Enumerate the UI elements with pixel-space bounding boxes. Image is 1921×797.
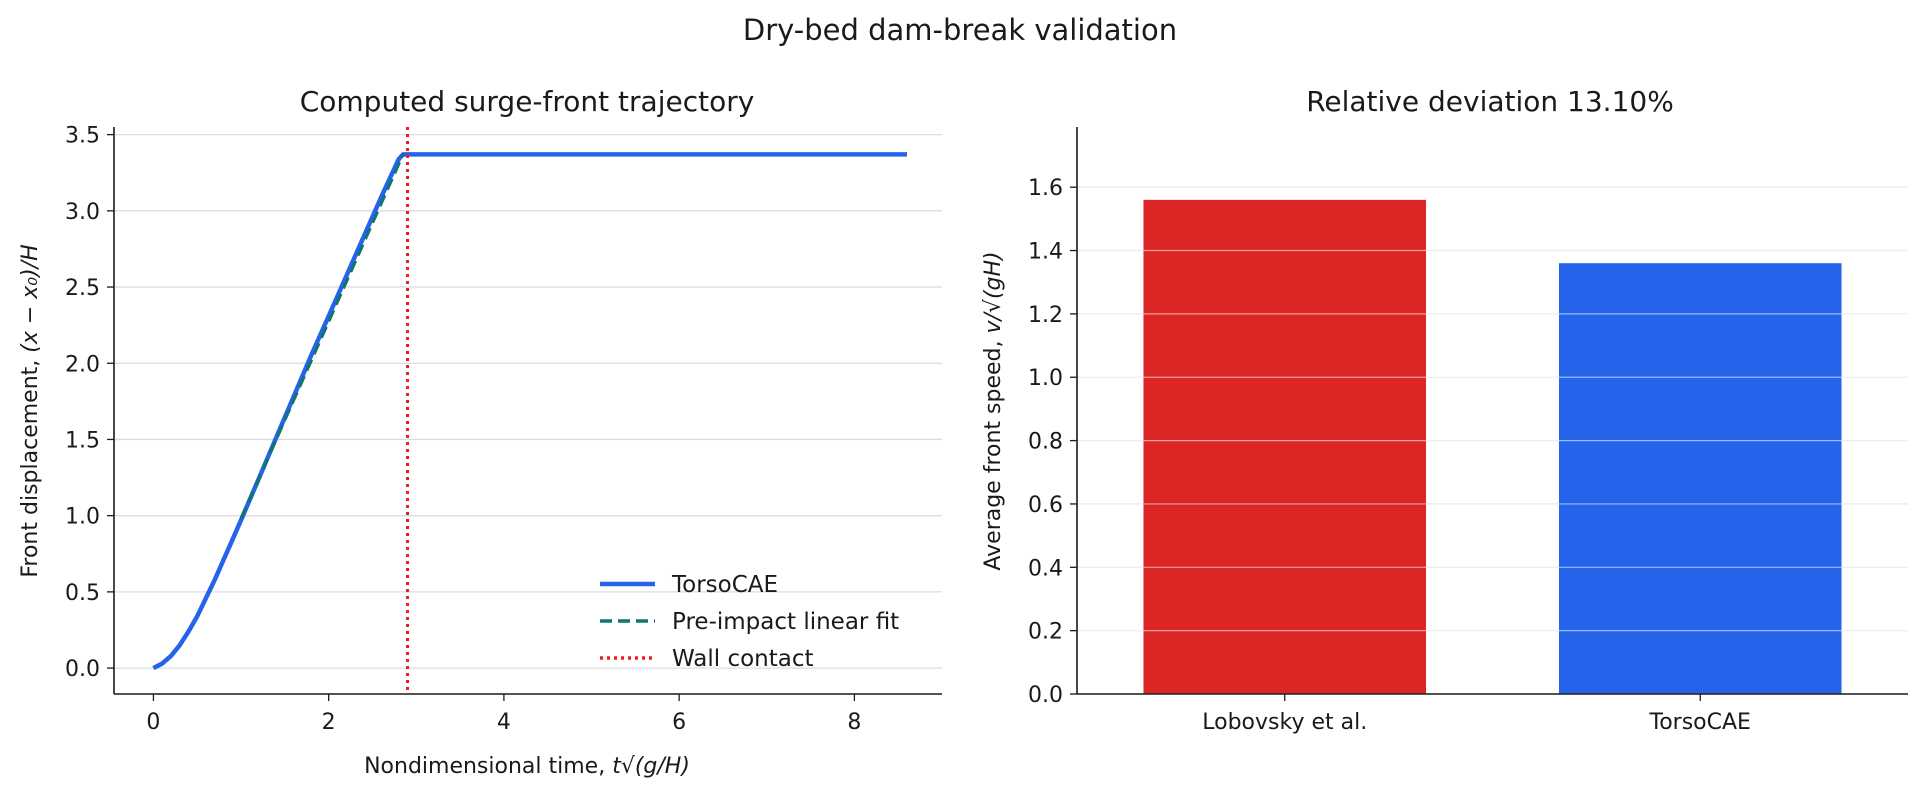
trajectory-title: Computed surge-front trajectory [300, 85, 755, 118]
speed-y-ticks: 0.0 0.2 0.4 0.6 0.8 1.0 1.2 1.4 1.6 [1028, 176, 1077, 708]
y-tick-label: 2.0 [65, 352, 100, 377]
x-tick-label: Lobovsky et al. [1202, 710, 1367, 735]
y-tick-label: 3.5 [65, 124, 100, 149]
y-tick-label: 0.5 [65, 581, 100, 606]
y-tick-label: 1.0 [1028, 366, 1063, 391]
y-tick-label: 1.5 [65, 428, 100, 453]
series-line-torsocae [152, 152, 907, 671]
trajectory-legend: TorsoCAE Pre-impact linear fit Wall cont… [600, 572, 899, 672]
x-tick-label: 0 [146, 710, 160, 735]
bar-torsocae [1558, 263, 1842, 694]
y-tick-label: 0.0 [1028, 683, 1063, 708]
series-line-linear-fit [239, 153, 405, 520]
trajectory-x-ticks: 0 2 4 6 8 [146, 694, 861, 735]
y-tick-label: 0.2 [1028, 620, 1063, 645]
trajectory-y-axis-label: Front displacement, (x − x₀)/H [18, 244, 43, 577]
speed-bars [1143, 199, 1842, 695]
trajectory-y-ticks: 0.0 0.5 1.0 1.5 2.0 2.5 3.0 3.5 [65, 124, 114, 682]
x-tick-label: 4 [497, 710, 511, 735]
y-tick-label: 0.6 [1028, 493, 1063, 518]
speed-x-ticks: Lobovsky et al. TorsoCAE [1202, 694, 1751, 735]
trajectory-gridlines [114, 133, 942, 669]
x-tick-label: 6 [672, 710, 686, 735]
x-tick-label: TorsoCAE [1649, 710, 1751, 735]
y-tick-label: 2.5 [65, 276, 100, 301]
y-tick-label: 1.0 [65, 505, 100, 530]
trajectory-plot-area [152, 127, 907, 694]
bar-lobovsky [1143, 199, 1427, 695]
trajectory-axes [113, 127, 942, 695]
figure-suptitle: Dry-bed dam-break validation [743, 13, 1177, 47]
speed-panel: Relative deviation 13.10% Lobovsky et al… [981, 85, 1908, 735]
speed-axes [1076, 127, 1908, 695]
speed-y-axis-label: Average front speed, v/√(gH) [981, 251, 1006, 570]
y-tick-label: 0.8 [1028, 430, 1063, 455]
y-tick-label: 3.0 [65, 200, 100, 225]
legend-label-linear-fit: Pre-impact linear fit [672, 609, 899, 635]
y-tick-label: 1.2 [1028, 303, 1063, 328]
y-tick-label: 0.4 [1028, 556, 1063, 581]
legend-label-wall-contact: Wall contact [672, 646, 814, 672]
x-tick-label: 2 [322, 710, 336, 735]
trajectory-x-axis-label: Nondimensional time, t√(g/H) [364, 754, 690, 779]
y-tick-label: 1.6 [1028, 176, 1063, 201]
trajectory-panel: Computed surge-front trajectory 0 2 4 6 8 0.… [18, 85, 942, 779]
y-tick-label: 0.0 [65, 657, 100, 682]
speed-title: Relative deviation 13.10% [1306, 85, 1674, 118]
y-tick-label: 1.4 [1028, 240, 1063, 265]
x-tick-label: 8 [847, 710, 861, 735]
legend-label-torsocae: TorsoCAE [671, 572, 778, 598]
